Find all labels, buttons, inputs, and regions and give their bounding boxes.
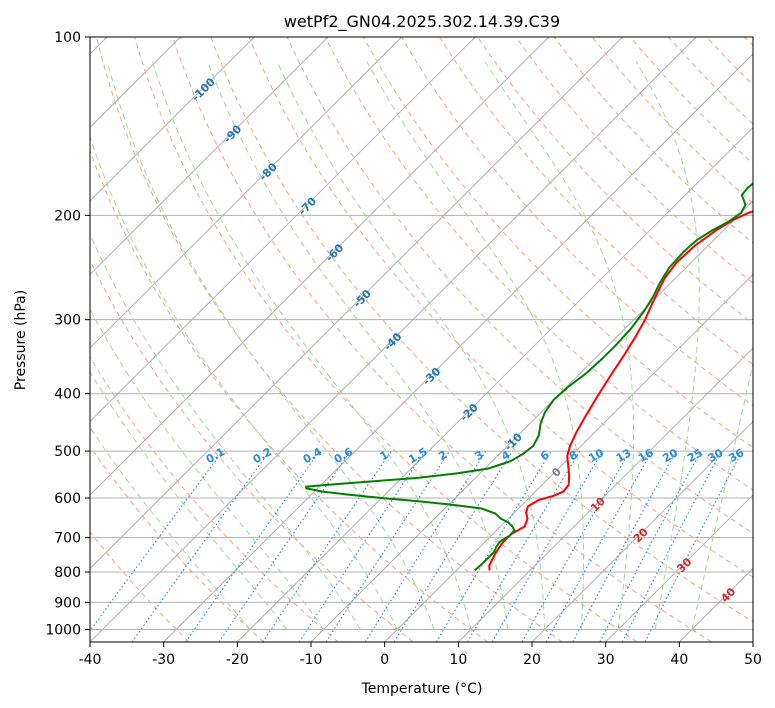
isotherm-line: [90, 37, 623, 570]
dry-adiabat-line: [324, 37, 753, 491]
dry-adiabat-line: [90, 355, 339, 642]
mixing-ratio-line: [521, 450, 631, 642]
y-tick-label: 100: [54, 30, 81, 46]
moist-adiabat-line: [366, 61, 584, 630]
dry-adiabat-line: [134, 37, 638, 642]
temperature-line: [488, 210, 753, 571]
mixing-ratio-line: [325, 450, 451, 642]
mixing-ratio-line: [218, 450, 351, 642]
y-tick-label: 500: [54, 444, 81, 460]
isotherm-line: [457, 347, 753, 642]
mixing-ratio-line: [393, 450, 513, 642]
dry-adiabat-line: [362, 37, 753, 449]
y-tick-label: 900: [54, 595, 81, 611]
moist-adiabat-line: [152, 61, 472, 630]
isotherm-line: [384, 273, 753, 642]
isotherm-line: [90, 37, 402, 349]
isotherm-line: [236, 126, 753, 642]
dry-adiabat-line: [210, 37, 753, 623]
x-tick-label: -10: [300, 652, 323, 668]
isotherm-line: [163, 53, 753, 642]
chart-title: wetPf2_GN04.2025.302.14.39.C39: [284, 12, 560, 32]
moist-adiabat-line: [90, 135, 398, 630]
dry-adiabat-line: [286, 37, 753, 534]
isotherm-line: [605, 494, 753, 642]
y-tick-label: 1000: [45, 622, 81, 638]
plot-frame: [89, 36, 754, 643]
x-tick-label: 30: [597, 652, 615, 668]
isotherm-line: [90, 37, 255, 202]
moist-adiabat-line: [207, 61, 509, 630]
moist-adiabat-line: [90, 370, 288, 630]
dewpoint-line: [304, 182, 753, 572]
isotherm-line: [90, 37, 329, 276]
mixing-ratio-line: [545, 450, 653, 642]
mixing-ratio-line: [90, 450, 224, 632]
x-tick-label: 10: [449, 652, 467, 668]
dry-adiabat-line: [401, 37, 753, 407]
mixing-ratio-line: [262, 450, 392, 642]
dry-adiabat-line: [248, 37, 753, 578]
moist-adiabat-line: [484, 61, 634, 630]
axes: -40 -30 -20 -10 0 10 20 30 40 50 100 200 300 400 500 60…: [45, 30, 762, 668]
dry-adiabat-line: [439, 37, 753, 366]
x-tick-label: 50: [744, 652, 762, 668]
y-tick-label: 300: [54, 313, 81, 329]
profile-lines: [304, 182, 753, 572]
moist-adiabat-line: [106, 61, 435, 630]
isotherm-line: [90, 37, 476, 423]
y-tick-label: 800: [54, 565, 81, 581]
x-tick-label: 20: [523, 652, 541, 668]
x-tick-label: -20: [226, 652, 249, 668]
moist-adiabat-line: [691, 361, 753, 630]
y-axis-title: Pressure (hPa): [13, 290, 29, 390]
y-tick-label: 600: [54, 491, 81, 507]
moist-adiabat-line: [90, 426, 251, 630]
moist-adiabat-line: [276, 61, 546, 630]
y-tick-label: 400: [54, 387, 81, 403]
mixing-ratio-line: [298, 450, 426, 642]
x-tick-label: -30: [152, 652, 175, 668]
isotherm-line: [90, 37, 697, 642]
y-tick-label: 700: [54, 531, 81, 547]
mixing-ratio-line: [131, 450, 271, 642]
moist-adiabat-line: [635, 61, 700, 630]
dry-adiabat-line: [90, 259, 414, 642]
isotherm-line: [531, 420, 753, 642]
background-lines: [90, 37, 753, 642]
y-tick-label: 200: [54, 208, 81, 224]
x-tick-label: -40: [79, 652, 102, 668]
x-axis-title: Temperature (°C): [361, 681, 483, 697]
mixing-ratio-line: [572, 450, 677, 642]
mixing-ratio-line: [185, 450, 321, 642]
moist-adiabat-line: [90, 308, 324, 630]
dry-adiabat-line: [90, 531, 190, 642]
isotherm-line: [90, 37, 550, 496]
mixing-ratio-line: [644, 450, 743, 642]
mixing-ratio-line: [364, 450, 487, 642]
x-tick-label: 40: [670, 652, 688, 668]
x-tick-label: 0: [380, 652, 389, 668]
